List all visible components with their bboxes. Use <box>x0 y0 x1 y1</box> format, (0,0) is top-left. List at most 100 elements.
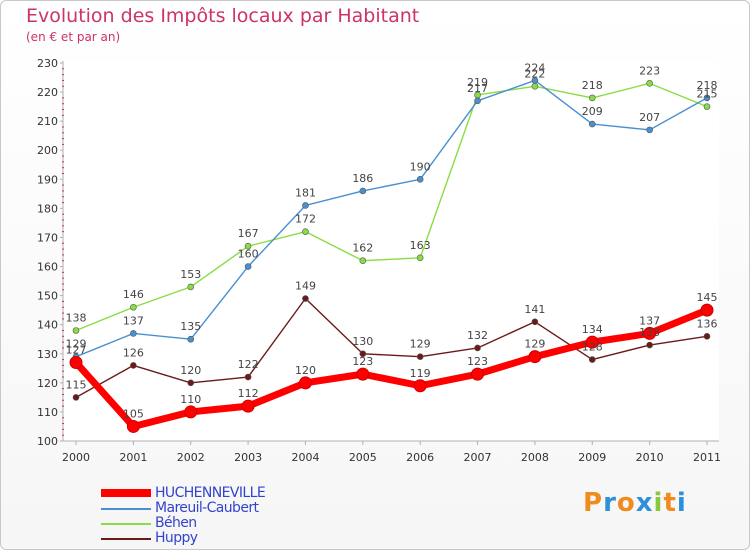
y-tick-label: 210 <box>37 115 58 128</box>
data-label: 219 <box>467 76 488 89</box>
y-tick-label: 230 <box>37 57 58 70</box>
y-tick-label: 200 <box>37 144 58 157</box>
data-point <box>187 335 195 343</box>
logo-letter: o <box>616 488 636 518</box>
legend-swatch <box>101 523 151 525</box>
y-minor-tick <box>62 231 64 233</box>
data-point <box>703 103 711 110</box>
x-tick-label: 2008 <box>521 451 549 464</box>
legend-swatch <box>101 508 151 510</box>
y-tick-label: 130 <box>37 348 58 361</box>
x-tick-label: 2000 <box>62 451 90 464</box>
y-minor-tick <box>62 260 64 262</box>
data-point <box>588 94 596 102</box>
logo-letter: i <box>676 488 687 518</box>
y-minor-tick <box>62 306 64 308</box>
data-point <box>302 228 309 235</box>
data-point <box>474 97 481 105</box>
x-tick-label: 2011 <box>693 451 721 464</box>
y-tick-label: 190 <box>37 173 58 186</box>
x-tick-label: 2003 <box>234 451 262 464</box>
y-minor-tick <box>62 423 64 425</box>
data-label: 209 <box>582 105 603 118</box>
data-point <box>302 295 309 302</box>
y-minor-tick <box>62 184 64 186</box>
y-minor-tick <box>62 434 64 436</box>
data-label: 130 <box>352 335 373 348</box>
chart-title: Evolution des Impôts locaux par Habitant <box>26 5 420 27</box>
y-minor-tick <box>62 277 64 279</box>
data-label: 105 <box>123 407 144 420</box>
x-tick-label: 2010 <box>636 451 664 464</box>
y-minor-tick <box>62 97 64 99</box>
y-tick-label: 100 <box>37 435 58 448</box>
legend-label: Huppy <box>155 530 198 546</box>
logo-letter: t <box>663 488 677 518</box>
y-minor-tick <box>62 330 64 332</box>
data-label: 133 <box>639 326 660 339</box>
data-point <box>585 335 599 349</box>
x-tick-label: 2005 <box>349 451 377 464</box>
data-point <box>703 94 711 102</box>
y-minor-tick <box>62 376 64 378</box>
data-label: 123 <box>352 355 373 368</box>
y-minor-tick <box>62 405 64 407</box>
data-label: 129 <box>524 338 545 351</box>
data-point <box>187 283 195 291</box>
data-point <box>471 367 485 381</box>
data-label: 135 <box>180 320 201 333</box>
data-label: 167 <box>238 227 259 240</box>
legend-label: Béhen <box>155 515 197 531</box>
x-tick-label: 2007 <box>464 451 492 464</box>
y-minor-tick <box>62 167 64 169</box>
data-label: 123 <box>467 355 488 368</box>
y-minor-tick <box>62 271 64 273</box>
data-label: 115 <box>66 378 87 391</box>
data-label: 190 <box>410 160 431 173</box>
y-minor-tick <box>62 68 64 70</box>
data-label: 207 <box>639 111 660 124</box>
y-minor-tick <box>62 109 64 111</box>
data-label: 120 <box>295 364 316 377</box>
data-point <box>413 379 427 393</box>
series-line-2 <box>75 82 708 332</box>
data-label: 223 <box>639 64 660 77</box>
y-tick-label: 170 <box>37 231 58 244</box>
data-point <box>356 367 370 381</box>
data-point <box>700 303 714 317</box>
data-point <box>241 399 255 413</box>
data-label: 129 <box>410 338 431 351</box>
series-line-3 <box>75 297 708 399</box>
legend-swatch <box>101 538 151 540</box>
data-point <box>416 254 424 262</box>
data-point <box>69 355 83 369</box>
y-minor-tick <box>62 126 64 128</box>
data-label: 163 <box>410 239 431 252</box>
data-label: 112 <box>238 387 259 400</box>
y-minor-tick <box>62 399 64 401</box>
data-point <box>302 202 309 209</box>
data-label: 172 <box>295 213 316 226</box>
series-line-1 <box>75 79 708 358</box>
x-tick-label: 2001 <box>119 451 147 464</box>
data-point <box>72 327 80 334</box>
y-minor-tick <box>62 335 64 337</box>
y-minor-tick <box>62 417 64 419</box>
legend-label: Mareuil-Caubert <box>155 500 259 516</box>
data-label: 126 <box>123 346 144 359</box>
data-point <box>72 394 80 401</box>
data-point <box>130 303 137 311</box>
data-point <box>474 344 481 352</box>
data-label: 110 <box>180 393 201 406</box>
data-label: 128 <box>582 341 603 354</box>
data-point <box>416 353 424 360</box>
y-minor-tick <box>62 312 64 314</box>
y-minor-tick <box>62 428 64 430</box>
data-label: 218 <box>582 79 603 92</box>
data-label: 132 <box>467 329 488 342</box>
y-minor-tick <box>62 190 64 192</box>
data-point <box>359 257 367 265</box>
data-point <box>244 242 252 250</box>
data-point <box>187 379 195 387</box>
data-point <box>298 376 312 390</box>
